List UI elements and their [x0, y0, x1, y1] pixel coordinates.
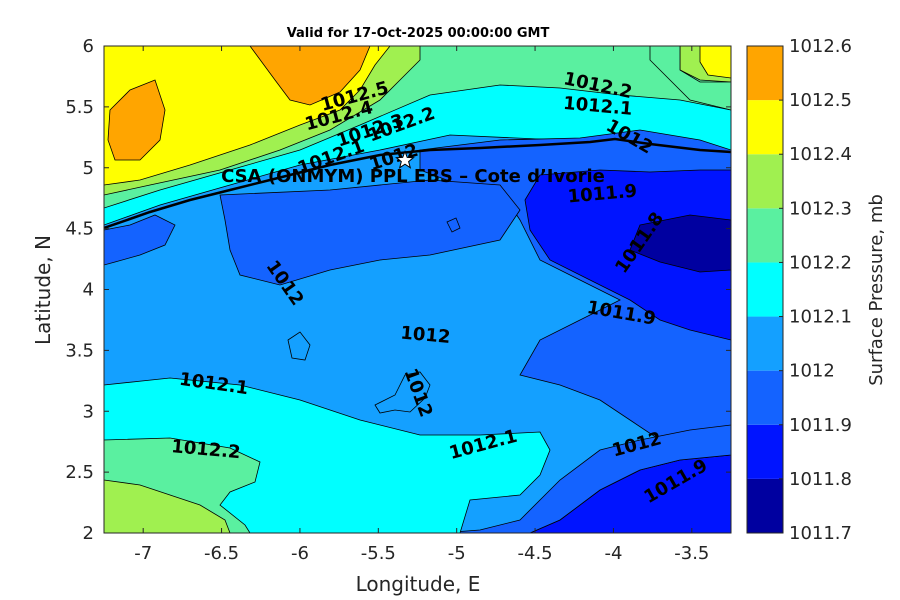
y-tick-label: 6: [83, 36, 94, 57]
colorbar-swatch: [747, 154, 783, 209]
colorbar-tick-label: 1012: [789, 361, 835, 382]
station-star-icon: [395, 149, 415, 169]
colorbar-tick-label: 1011.8: [789, 469, 852, 490]
y-tick-label: 5: [83, 158, 94, 179]
x-tick-label: -6: [291, 543, 309, 564]
x-axis-title: Longitude, E: [356, 572, 481, 596]
x-tick-label: -6.5: [204, 543, 239, 564]
y-tick-label: 2.5: [65, 462, 94, 483]
colorbar-tick-label: 1011.7: [789, 523, 852, 544]
x-tick-label: -5: [448, 543, 466, 564]
colorbar-title: Surface Pressure, mb: [866, 194, 887, 386]
y-axis-ticks: 2 2.5 3 3.5 4 4.5 5 5.5 6: [65, 36, 731, 544]
colorbar-tick-label: 1012.5: [789, 90, 852, 111]
x-tick-label: -5.5: [361, 543, 396, 564]
coastline: [104, 137, 731, 230]
fill-1012-2-ne: [649, 46, 731, 111]
colorbar-frame: [746, 45, 784, 534]
contour-label: 1012: [400, 323, 452, 348]
fill-1011-9-island: [446, 217, 461, 233]
fill-1012-0-island-b: [374, 371, 431, 414]
plot-title: Valid for 17-Oct-2025 00:00:00 GMT: [287, 26, 550, 41]
colorbar-tick-label: 1011.9: [789, 415, 852, 436]
x-axis-ticks: -7 -6.5 -6 -5.5 -5 -4.5 -4 -3.5: [134, 46, 709, 564]
y-tick-label: 4.5: [65, 219, 94, 240]
colorbar-swatch: [747, 262, 783, 317]
fill-1012-5-west: [107, 79, 166, 161]
y-tick-label: 3: [83, 401, 94, 422]
colorbar-swatch: [747, 370, 783, 425]
fill-1011-8-east: [524, 169, 731, 341]
contour-fill-layers: [104, 46, 731, 533]
fill-1012-5-north: [249, 46, 371, 106]
colorbar: 1011.7 1011.8 1011.9 1012 1012.1 1012.2 1012.3…: [746, 36, 852, 544]
x-tick-label: -4.5: [518, 543, 553, 564]
fill-1012-3-south: [104, 479, 231, 533]
fill-1011-9-west-small: [104, 214, 176, 266]
y-tick-label: 4: [83, 280, 94, 301]
colorbar-tick-label: 1012.1: [789, 307, 852, 328]
colorbar-swatch: [747, 478, 783, 533]
colorbar-tick-label: 1012.6: [789, 36, 852, 57]
station-group: CSA (ONMYM) PPL EBS – Cote d’Ivorie: [221, 149, 605, 187]
x-tick-label: -3.5: [674, 543, 709, 564]
y-tick-label: 3.5: [65, 340, 94, 361]
fill-1012-4-ne: [699, 46, 731, 79]
fill-1011-9-west-blob: [219, 179, 521, 286]
colorbar-swatch: [747, 208, 783, 263]
fill-1012-0-island-a: [287, 331, 311, 361]
x-tick-label: -7: [134, 543, 152, 564]
colorbar-tick-label: 1012.2: [789, 252, 852, 273]
colorbar-swatch: [747, 46, 783, 101]
colorbar-tick-label: 1012.4: [789, 144, 852, 165]
fill-1011-9-southeast: [439, 424, 731, 533]
colorbar-tick-label: 1012.3: [789, 198, 852, 219]
x-tick-label: -4: [604, 543, 622, 564]
y-axis-title: Latitude, N: [31, 235, 55, 345]
fill-1011-7-east: [629, 214, 731, 273]
colorbar-swatch: [747, 316, 783, 371]
colorbar-swatch: [747, 100, 783, 155]
y-tick-label: 5.5: [65, 97, 94, 118]
y-tick-label: 2: [83, 523, 94, 544]
colorbar-swatch: [747, 424, 783, 479]
station-label: CSA (ONMYM) PPL EBS – Cote d’Ivorie: [221, 166, 605, 187]
